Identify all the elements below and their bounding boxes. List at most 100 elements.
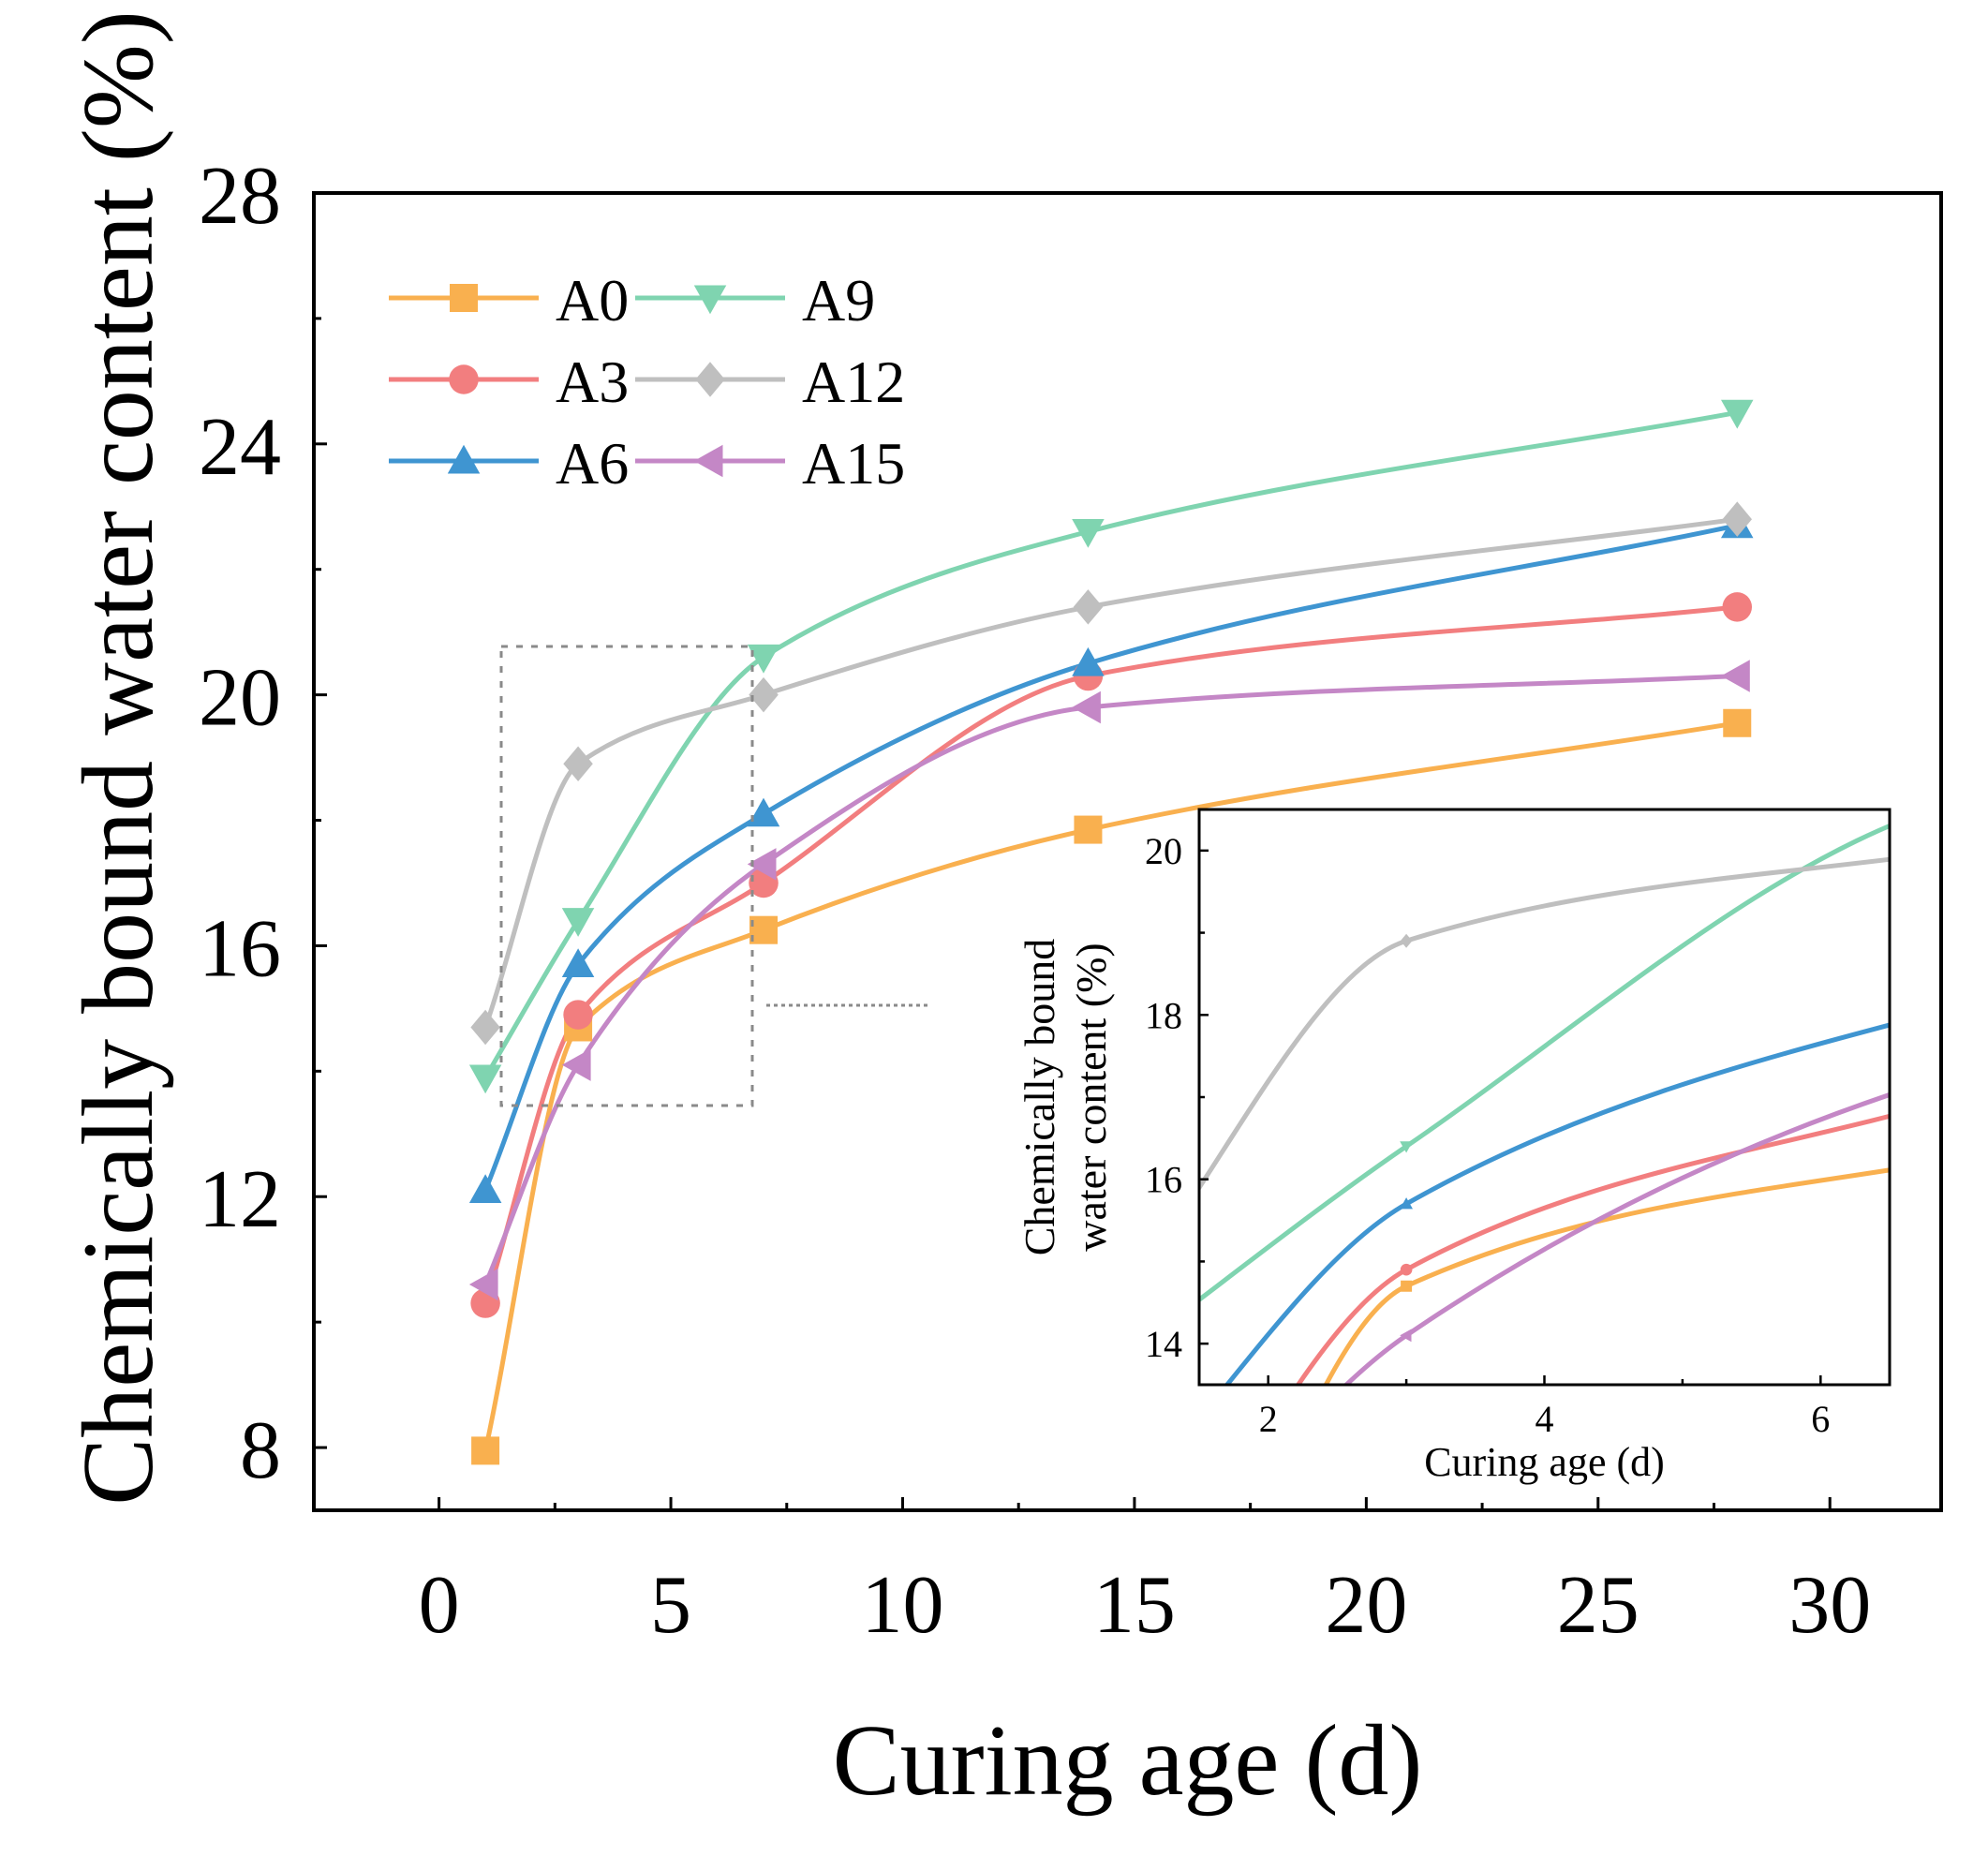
y-tick-label: 28 bbox=[199, 151, 281, 242]
legend-label: A9 bbox=[802, 267, 875, 334]
inset-frame bbox=[1197, 808, 1892, 1387]
data-point-a9 bbox=[747, 644, 780, 674]
series-line-a6 bbox=[482, 523, 1738, 1192]
legend-label: A0 bbox=[556, 267, 629, 334]
data-point-a0 bbox=[1074, 815, 1103, 844]
legend-label: A15 bbox=[802, 430, 905, 497]
data-point-a6 bbox=[561, 948, 595, 977]
legend-item-a3: A3 bbox=[389, 349, 629, 415]
legend-marker bbox=[449, 364, 479, 394]
inset-data-point-a12 bbox=[1952, 843, 1965, 857]
y-tick-label: 20 bbox=[199, 653, 281, 744]
x-tick-label: 30 bbox=[1788, 1560, 1871, 1651]
data-point-a12 bbox=[470, 1009, 500, 1046]
x-axis-title: Curing age (d) bbox=[833, 1705, 1423, 1817]
x-tick-label: 20 bbox=[1325, 1560, 1407, 1651]
inset-data-point-a9 bbox=[1400, 1141, 1413, 1153]
inset-data-point-a15 bbox=[1952, 1066, 1964, 1079]
data-point-a6 bbox=[468, 1174, 502, 1203]
x-tick-label: 25 bbox=[1557, 1560, 1639, 1651]
legend-item-a6: A6 bbox=[389, 430, 629, 497]
data-point-a15 bbox=[1721, 660, 1750, 692]
inset-data-point-a12 bbox=[1124, 1279, 1136, 1293]
data-point-a15 bbox=[561, 1048, 591, 1081]
data-point-a9 bbox=[561, 908, 595, 937]
data-point-a0 bbox=[471, 1436, 500, 1465]
inset-series-line-a3 bbox=[1295, 1113, 1890, 1385]
inset-background bbox=[1199, 809, 1890, 1385]
data-point-a15 bbox=[468, 1268, 498, 1301]
x-tick-label: 0 bbox=[419, 1560, 460, 1651]
data-point-a6 bbox=[747, 797, 780, 827]
data-point-a12 bbox=[563, 746, 593, 781]
inset-plot: 2 4 6 14 16 18 20 Curing age (d) Chemically boun… bbox=[1016, 796, 1966, 1847]
legend-item-a12: A12 bbox=[635, 349, 905, 415]
x-tick-label: 5 bbox=[650, 1560, 691, 1651]
inset-data-point-a6 bbox=[1400, 1197, 1413, 1210]
legend-marker bbox=[693, 285, 727, 315]
x-tick-label: 15 bbox=[1093, 1560, 1176, 1651]
data-point-a12 bbox=[1722, 501, 1752, 537]
zoom-box bbox=[499, 645, 754, 1107]
legend-marker bbox=[447, 444, 481, 474]
inset-y-tick-label: 16 bbox=[1145, 1159, 1182, 1201]
data-point-a9 bbox=[1721, 399, 1754, 429]
data-point-a9 bbox=[1072, 519, 1105, 548]
data-point-a3 bbox=[1722, 592, 1753, 622]
inset-data-point-a3 bbox=[1952, 1091, 1965, 1104]
x-tick-label: 10 bbox=[861, 1560, 943, 1651]
data-point-a12 bbox=[749, 676, 779, 713]
series-line-a15 bbox=[482, 674, 1738, 1285]
inset-series-line-a0 bbox=[1323, 1167, 1890, 1385]
inset-x-axis-title: Curing age (d) bbox=[1424, 1439, 1665, 1485]
y-tick-label: 12 bbox=[199, 1154, 281, 1245]
legend-label: A3 bbox=[556, 349, 629, 415]
data-point-a9 bbox=[468, 1064, 502, 1094]
series-line-a3 bbox=[482, 604, 1738, 1304]
legend-marker bbox=[695, 362, 725, 397]
legend-marker bbox=[693, 444, 723, 478]
inset-data-point-a12 bbox=[1400, 933, 1413, 948]
inset-data-point-a3 bbox=[1400, 1263, 1413, 1276]
series-line-a12 bbox=[482, 516, 1738, 1029]
inset-data-point-a9 bbox=[1123, 1347, 1136, 1359]
inset-x-tick-label: 6 bbox=[1811, 1398, 1830, 1440]
legend: A0 A3 A6 A9 A12 A15 bbox=[389, 267, 905, 497]
inset-y-axis-title-line2: water content (%) bbox=[1067, 943, 1115, 1252]
plot-frame bbox=[312, 191, 1943, 1512]
inset-y-tick-label: 18 bbox=[1145, 994, 1182, 1036]
data-point-a0 bbox=[749, 915, 779, 944]
inset-data-point-a9 bbox=[1952, 796, 1966, 808]
data-point-a3 bbox=[563, 1000, 593, 1030]
inset-series-line-a12 bbox=[1199, 856, 1890, 1193]
inset-y-axis-title-line1: Chemically bound bbox=[1016, 939, 1063, 1256]
inset-data-point-a0 bbox=[1401, 1280, 1413, 1292]
inset-data-point-a0 bbox=[1953, 1153, 1965, 1165]
legend-label: A6 bbox=[556, 430, 629, 497]
inset-y-tick-label: 14 bbox=[1145, 1323, 1182, 1365]
data-point-a15 bbox=[747, 848, 777, 881]
y-tick-label: 16 bbox=[199, 903, 281, 994]
inset-series-group bbox=[1123, 796, 1966, 1847]
inset-x-tick-label: 4 bbox=[1536, 1398, 1554, 1440]
legend-marker bbox=[450, 284, 478, 312]
inset-data-point-a0 bbox=[1124, 1835, 1135, 1847]
data-point-a15 bbox=[1072, 690, 1101, 724]
inset-x-tick-label: 2 bbox=[1259, 1398, 1278, 1440]
legend-item-a0: A0 bbox=[389, 267, 629, 334]
inset-data-point-a15 bbox=[1400, 1329, 1412, 1343]
data-point-a12 bbox=[1073, 589, 1104, 625]
data-point-a0 bbox=[1723, 708, 1752, 737]
zoom-region-marker bbox=[499, 645, 927, 1107]
y-axis-title: Chemically bound water content (%) bbox=[63, 10, 174, 1505]
inset-y-tick-label: 20 bbox=[1145, 830, 1182, 872]
legend-item-a9: A9 bbox=[635, 267, 875, 334]
inset-data-point-a6 bbox=[1952, 1001, 1966, 1012]
y-tick-label: 24 bbox=[199, 402, 281, 493]
data-point-a6 bbox=[1072, 646, 1105, 676]
legend-item-a15: A15 bbox=[635, 430, 905, 497]
y-tick-label: 8 bbox=[240, 1405, 281, 1496]
legend-label: A12 bbox=[802, 349, 905, 415]
